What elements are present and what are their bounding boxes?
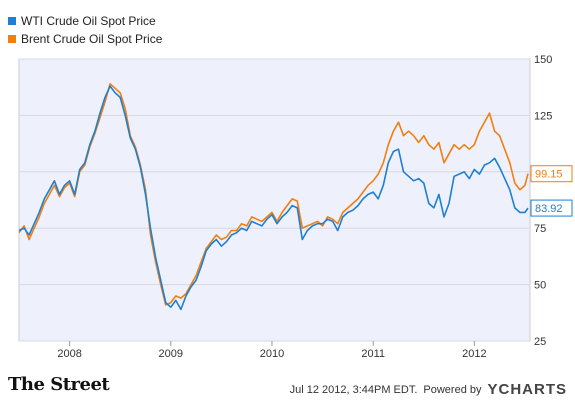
powered-by-label: Powered by [423, 383, 482, 396]
x-tick-label: 2009 [159, 348, 183, 360]
x-tick-label: 2012 [462, 348, 486, 360]
end-label-wti: 83.92 [535, 203, 563, 215]
y-tick-label: 75 [534, 223, 546, 235]
source-logo: The Street [8, 374, 110, 395]
y-tick-label: 50 [534, 280, 546, 292]
y-tick-label: 125 [534, 110, 552, 122]
legend: WTI Crude Oil Spot Price Brent Crude Oil… [8, 12, 162, 48]
ycharts-logo[interactable]: YCHARTS [487, 381, 567, 398]
x-tick-label: 2008 [57, 348, 81, 360]
legend-label-brent: Brent Crude Oil Spot Price [21, 32, 163, 46]
y-tick-label: 25 [534, 336, 546, 348]
legend-swatch-wti [8, 17, 16, 25]
legend-swatch-brent [8, 35, 16, 43]
legend-item-wti: WTI Crude Oil Spot Price [8, 12, 162, 30]
legend-label-wti: WTI Crude Oil Spot Price [21, 14, 156, 28]
x-tick-label: 2010 [260, 348, 284, 360]
y-tick-label: 150 [534, 54, 552, 66]
legend-item-brent: Brent Crude Oil Spot Price [8, 30, 162, 48]
end-label-wti-box [530, 199, 573, 217]
footer-credit: Jul 12 2012, 3:44PM EDT. Powered by YCHA… [290, 381, 567, 398]
plot-area [18, 58, 531, 342]
series-line-brent [18, 83, 529, 306]
end-label-brent: 99.15 [535, 169, 563, 181]
timestamp: Jul 12 2012, 3:44PM EDT. [289, 383, 418, 396]
x-tick-label: 2011 [361, 348, 385, 360]
end-label-brent-box [530, 165, 573, 183]
series-line-wti [18, 85, 529, 311]
